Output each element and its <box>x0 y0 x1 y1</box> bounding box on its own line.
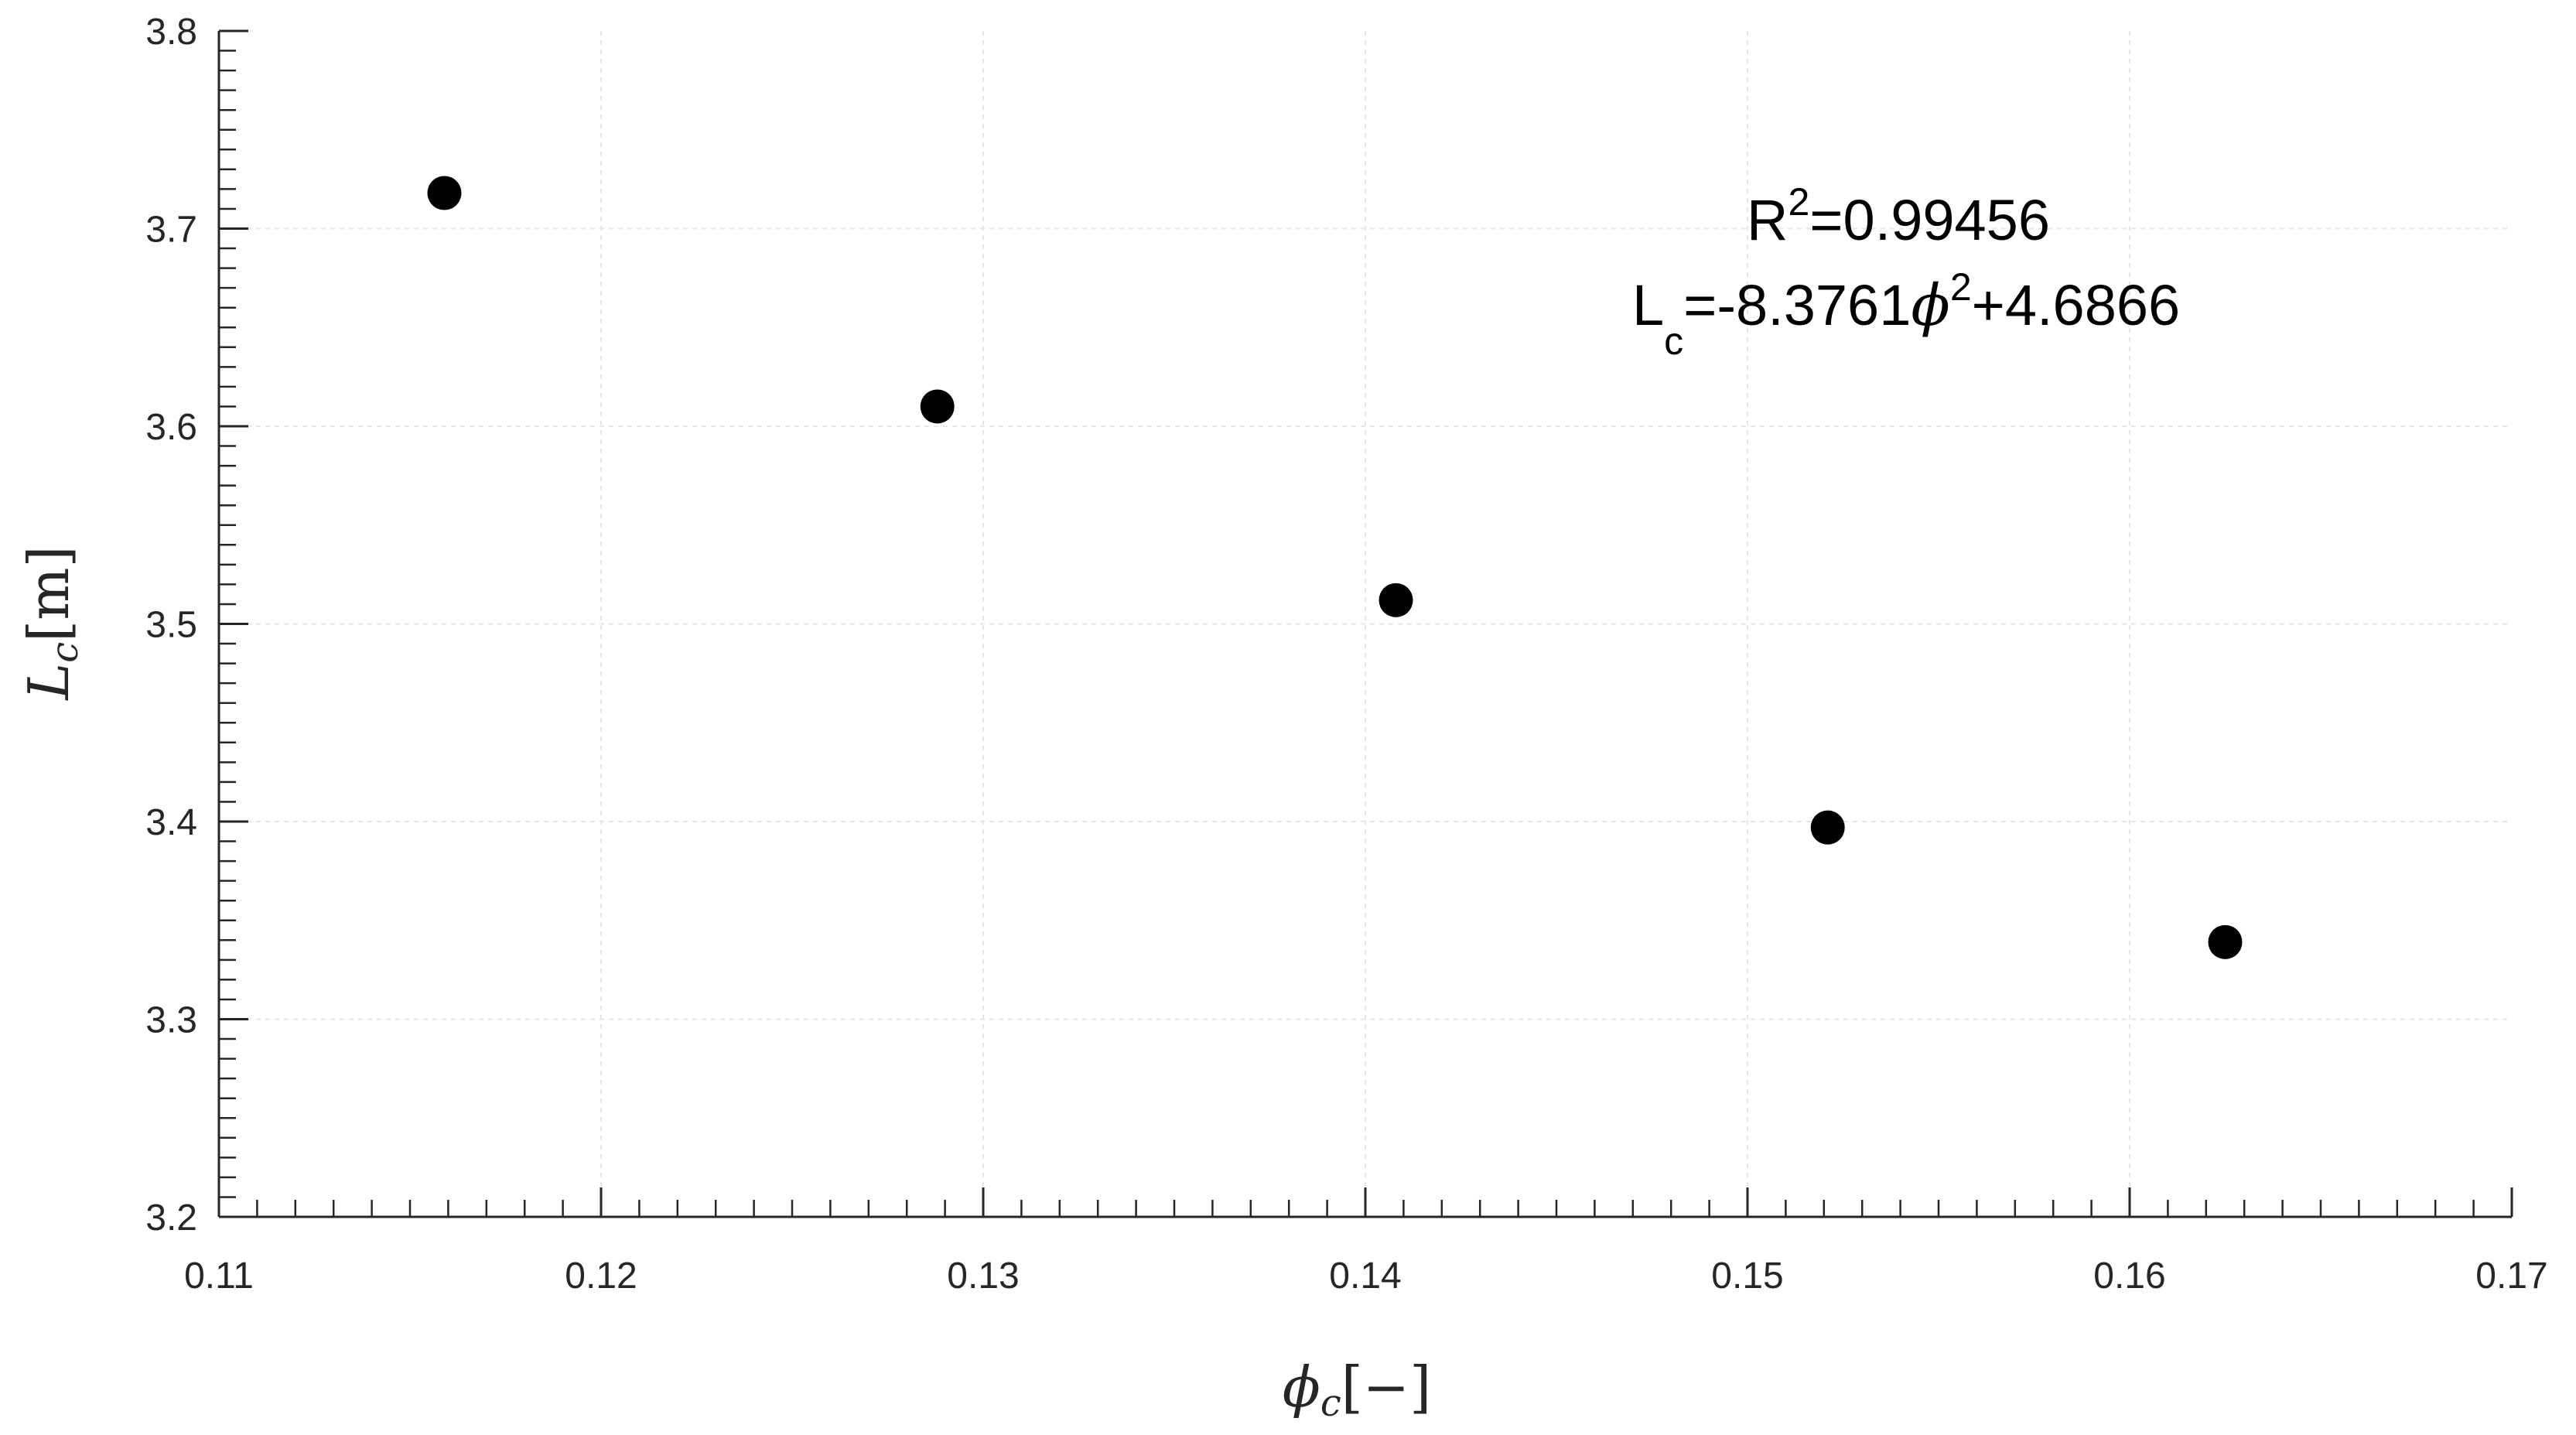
y-tick-label: 3.6 <box>145 407 197 448</box>
x-tick-label: 0.13 <box>947 1256 1019 1297</box>
x-axis-label-base: ϕ <box>1283 1355 1320 1420</box>
x-tick-labels: 0.11 0.12 0.13 0.14 0.15 0.16 0.17 <box>184 1256 2548 1297</box>
x-tick-label: 0.11 <box>184 1256 254 1297</box>
equation-phi: ϕ <box>1911 272 1949 339</box>
y-tick-label: 3.4 <box>145 802 197 843</box>
equation-lhs: L <box>1632 273 1664 337</box>
x-tick-label: 0.17 <box>2475 1256 2547 1297</box>
r2-value: =0.99456 <box>1809 188 2050 252</box>
data-point <box>2208 924 2243 959</box>
data-point <box>427 176 462 210</box>
axes <box>217 31 2512 1218</box>
x-axis-label-sub: c <box>1320 1382 1341 1425</box>
fit-equation-annotation: Lc=-8.3761ϕ2+4.6866 <box>1632 265 2180 363</box>
x-tick-label: 0.12 <box>565 1256 637 1297</box>
equation-coefficient: =-8.3761 <box>1683 273 1911 337</box>
x-axis-label: ϕc[−] <box>1283 1355 1431 1425</box>
y-tick-label: 3.8 <box>145 12 197 53</box>
x-tick-label: 0.14 <box>1329 1256 1401 1297</box>
y-tick-label: 3.5 <box>145 605 197 646</box>
data-point <box>1810 810 1845 845</box>
data-point <box>920 389 955 424</box>
equation-constant: +4.6866 <box>1972 273 2181 337</box>
points-layer <box>427 176 2243 959</box>
y-tick-label: 3.7 <box>145 210 197 251</box>
y-axis-label-sub: c <box>43 642 87 663</box>
y-tick-labels: 3.2 3.3 3.4 3.5 3.6 3.7 3.8 <box>145 12 197 1239</box>
equation-lhs-sub: c <box>1664 319 1683 363</box>
y-tick-label: 3.3 <box>145 1000 197 1041</box>
y-axis-label: Lc[m] <box>16 545 87 701</box>
x-axis-label-unit: [−] <box>1341 1355 1432 1420</box>
y-tick-label: 3.2 <box>145 1198 197 1239</box>
grid-lines <box>219 31 2512 1217</box>
r2-label: R <box>1747 188 1788 252</box>
x-tick-label: 0.15 <box>1711 1256 1783 1297</box>
major-ticks <box>217 29 2513 1218</box>
r2-superscript: 2 <box>1788 180 1809 224</box>
r2-annotation: R2=0.99456 <box>1747 180 2050 252</box>
equation-superscript: 2 <box>1950 265 1972 309</box>
x-tick-label: 0.16 <box>2093 1256 2165 1297</box>
data-point <box>1379 583 1413 617</box>
y-axis-label-base: L <box>16 663 81 702</box>
minor-ticks <box>217 29 2513 1218</box>
y-axis-label-unit: [m] <box>16 545 81 641</box>
